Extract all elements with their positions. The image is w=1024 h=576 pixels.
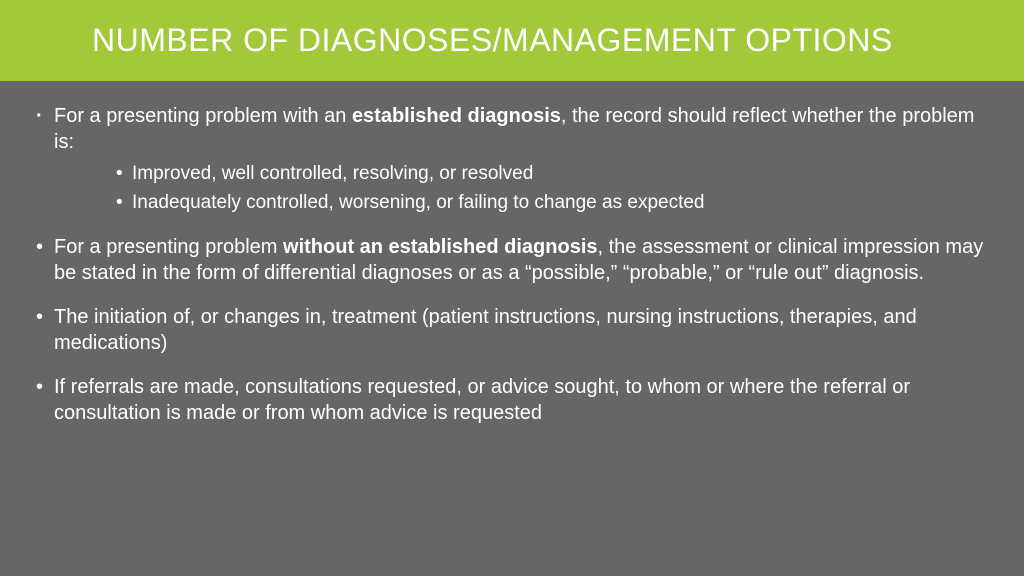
slide-header: NUMBER OF DIAGNOSES/MANAGEMENT OPTIONS bbox=[0, 0, 1024, 81]
text-segment: For a presenting problem bbox=[54, 236, 283, 258]
sub-list-item: Improved, well controlled, resolving, or… bbox=[116, 161, 988, 187]
text-segment: The initiation of, or changes in, treatm… bbox=[54, 306, 917, 354]
list-item: For a presenting problem without an esta… bbox=[36, 234, 988, 286]
slide-title: NUMBER OF DIAGNOSES/MANAGEMENT OPTIONS bbox=[92, 22, 893, 59]
text-segment: established diagnosis bbox=[352, 105, 561, 127]
sub-list-item: Inadequately controlled, worsening, or f… bbox=[116, 190, 988, 216]
list-item: The initiation of, or changes in, treatm… bbox=[36, 304, 988, 356]
sub-list: Improved, well controlled, resolving, or… bbox=[116, 161, 988, 216]
text-segment: without an established diagnosis bbox=[283, 236, 597, 258]
list-item: For a presenting problem with an establi… bbox=[36, 103, 988, 216]
text-segment: If referrals are made, consultations req… bbox=[54, 376, 910, 424]
text-segment: For a presenting problem with an bbox=[54, 105, 352, 127]
list-item: If referrals are made, consultations req… bbox=[36, 374, 988, 426]
bullet-list: For a presenting problem with an establi… bbox=[36, 103, 988, 426]
slide-content: For a presenting problem with an establi… bbox=[0, 81, 1024, 576]
